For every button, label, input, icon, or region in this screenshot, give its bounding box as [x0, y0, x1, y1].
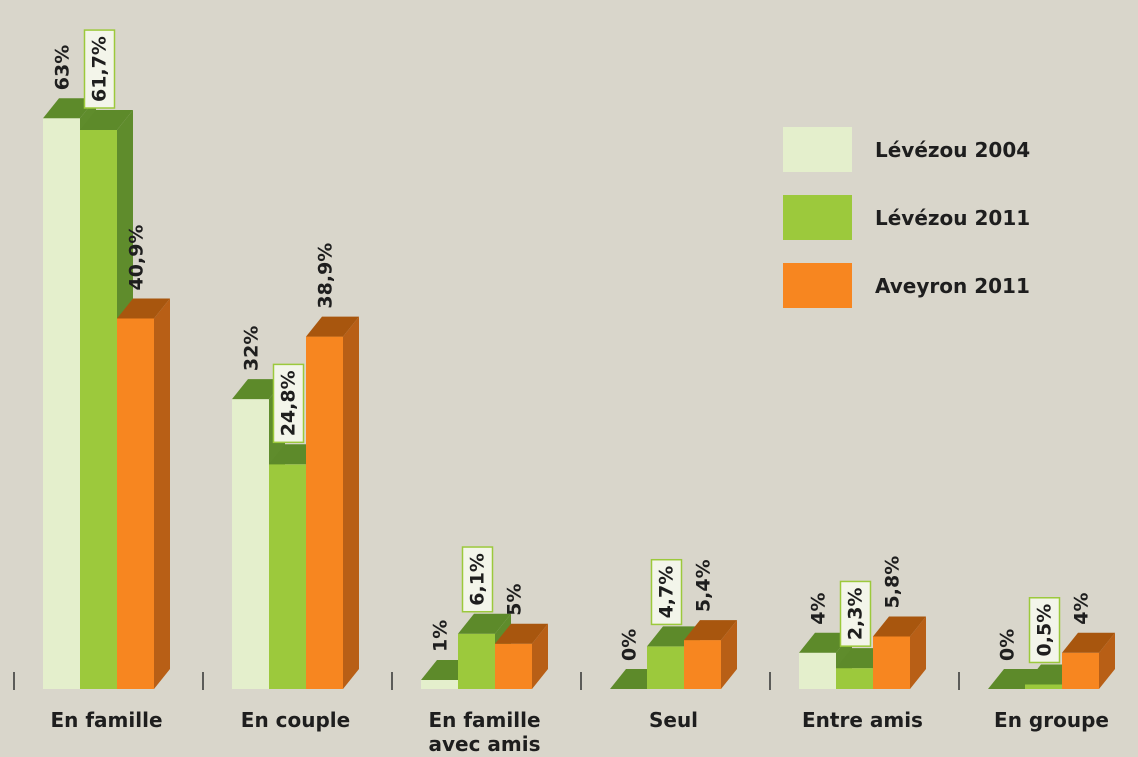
value-label-box	[272, 363, 305, 444]
bar-side	[532, 623, 548, 689]
legend-label: Lévézou 2011	[875, 206, 1030, 230]
bar-top	[232, 379, 285, 400]
value-label-box	[83, 29, 116, 109]
value-label: 32%	[241, 326, 263, 371]
value-label: 5,4%	[693, 559, 715, 612]
bar-side	[343, 316, 359, 689]
bar-front	[1025, 684, 1062, 689]
bar-top	[43, 98, 96, 119]
value-label: 40,9%	[126, 225, 148, 291]
bar-front	[647, 646, 684, 689]
x-tick-label: Entre amis	[802, 708, 923, 732]
legend-swatch	[783, 263, 852, 308]
bar-front	[836, 668, 873, 689]
bar	[306, 316, 359, 689]
bar-front	[799, 652, 836, 689]
x-tick-label: En famille avec amis	[428, 708, 541, 756]
bar	[873, 616, 926, 689]
x-tick-label: En couple	[240, 708, 351, 732]
value-label: 5%	[504, 583, 526, 615]
bar-top	[80, 109, 133, 130]
bar-front	[80, 129, 117, 690]
bar-top	[873, 616, 926, 637]
bar-front	[43, 118, 80, 690]
bar-front	[421, 679, 458, 689]
value-label: 2,3%	[845, 587, 867, 640]
legend-swatch	[783, 127, 852, 172]
value-label: 1%	[430, 620, 452, 652]
bar-top	[117, 298, 170, 319]
bar-front	[232, 399, 269, 689]
bar-top	[495, 623, 548, 644]
legend-label: Aveyron 2011	[875, 274, 1030, 298]
value-label: 4%	[1071, 592, 1093, 624]
value-label: 0%	[619, 629, 641, 661]
value-label: 5,8%	[882, 556, 904, 609]
value-label: 0%	[997, 629, 1019, 661]
value-label: 4%	[808, 592, 830, 624]
bar-front	[458, 633, 495, 689]
x-tick-label: Seul	[648, 708, 699, 732]
x-tick-label: En famille	[50, 708, 163, 732]
bar-top	[306, 316, 359, 337]
legend-swatch	[783, 195, 852, 240]
value-label: 38,9%	[315, 243, 337, 309]
value-label: 4,7%	[656, 566, 678, 619]
legend-label: Lévézou 2004	[875, 138, 1030, 162]
bar	[1062, 632, 1115, 689]
bar-front	[269, 464, 306, 689]
value-label: 61,7%	[89, 36, 111, 102]
value-label: 63%	[52, 45, 74, 90]
bar-front	[306, 336, 343, 689]
bar-front	[117, 318, 154, 689]
bar-top	[799, 632, 852, 653]
value-label: 6,1%	[467, 553, 489, 606]
value-label-box	[839, 580, 872, 647]
value-label: 0,5%	[1034, 604, 1056, 657]
bar-side	[1099, 632, 1115, 689]
bar	[684, 620, 737, 689]
value-label: 24,8%	[278, 370, 300, 436]
bar	[495, 623, 548, 689]
bar-top	[684, 620, 737, 641]
bar-top	[1062, 632, 1115, 653]
bar-front	[873, 636, 910, 689]
value-label-box	[650, 558, 683, 626]
bar-side	[910, 616, 926, 689]
value-label-box	[1028, 597, 1061, 664]
value-label-box	[461, 546, 494, 613]
bar-side	[154, 298, 170, 689]
bar-front	[684, 640, 721, 689]
bar-front	[1062, 652, 1099, 689]
bar	[117, 298, 170, 689]
bar-front	[495, 643, 532, 689]
x-tick-label: En groupe	[994, 708, 1109, 732]
bar-side	[721, 620, 737, 689]
bar-top	[458, 613, 511, 634]
